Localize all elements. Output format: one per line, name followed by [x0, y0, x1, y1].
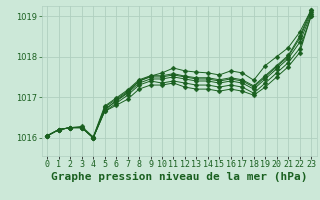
X-axis label: Graphe pression niveau de la mer (hPa): Graphe pression niveau de la mer (hPa): [51, 172, 308, 182]
